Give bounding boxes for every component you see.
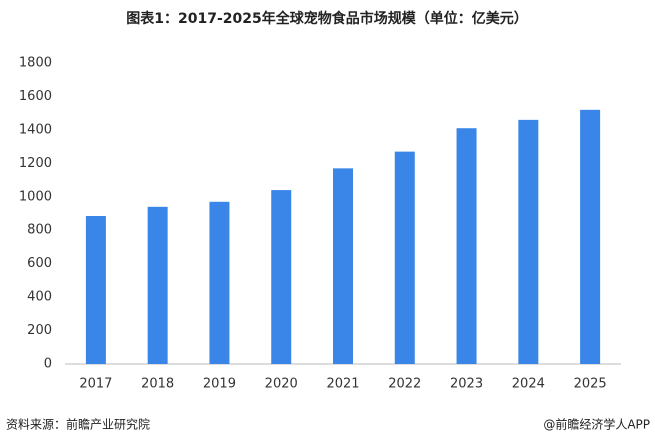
y-tick-label: 800 xyxy=(27,223,52,238)
x-tick-label: 2017 xyxy=(79,377,112,392)
y-tick-label: 400 xyxy=(27,290,52,305)
bar xyxy=(147,206,168,364)
x-tick-label: 2022 xyxy=(388,377,421,392)
x-tick-label: 2018 xyxy=(141,377,174,392)
y-tick-label: 1200 xyxy=(19,156,52,171)
x-tick-label: 2021 xyxy=(326,377,359,392)
bar xyxy=(85,216,106,364)
source-note: 资料来源：前瞻产业研究院 xyxy=(6,417,150,432)
x-tick-label: 2023 xyxy=(450,377,483,392)
bar xyxy=(580,109,601,364)
chart-title: 图表1：2017-2025年全球宠物食品市场规模（单位：亿美元） xyxy=(126,10,527,27)
bar xyxy=(209,201,230,364)
y-tick-label: 1000 xyxy=(19,189,52,204)
y-tick-label: 1400 xyxy=(19,122,52,137)
x-tick-label: 2024 xyxy=(512,377,545,392)
bar xyxy=(271,190,292,364)
x-tick-label: 2025 xyxy=(574,377,607,392)
bar xyxy=(518,119,539,364)
credit-note: @前瞻经济学人APP xyxy=(543,417,650,432)
y-tick-label: 1600 xyxy=(19,89,52,104)
y-tick-label: 600 xyxy=(27,256,52,271)
x-tick-label: 2020 xyxy=(265,377,298,392)
y-tick-label: 1800 xyxy=(19,56,52,71)
bar xyxy=(333,168,353,364)
x-tick-label: 2019 xyxy=(203,377,236,392)
y-tick-label: 0 xyxy=(44,357,52,372)
bar xyxy=(456,128,477,364)
bar xyxy=(394,151,415,364)
y-tick-label: 200 xyxy=(27,323,52,338)
